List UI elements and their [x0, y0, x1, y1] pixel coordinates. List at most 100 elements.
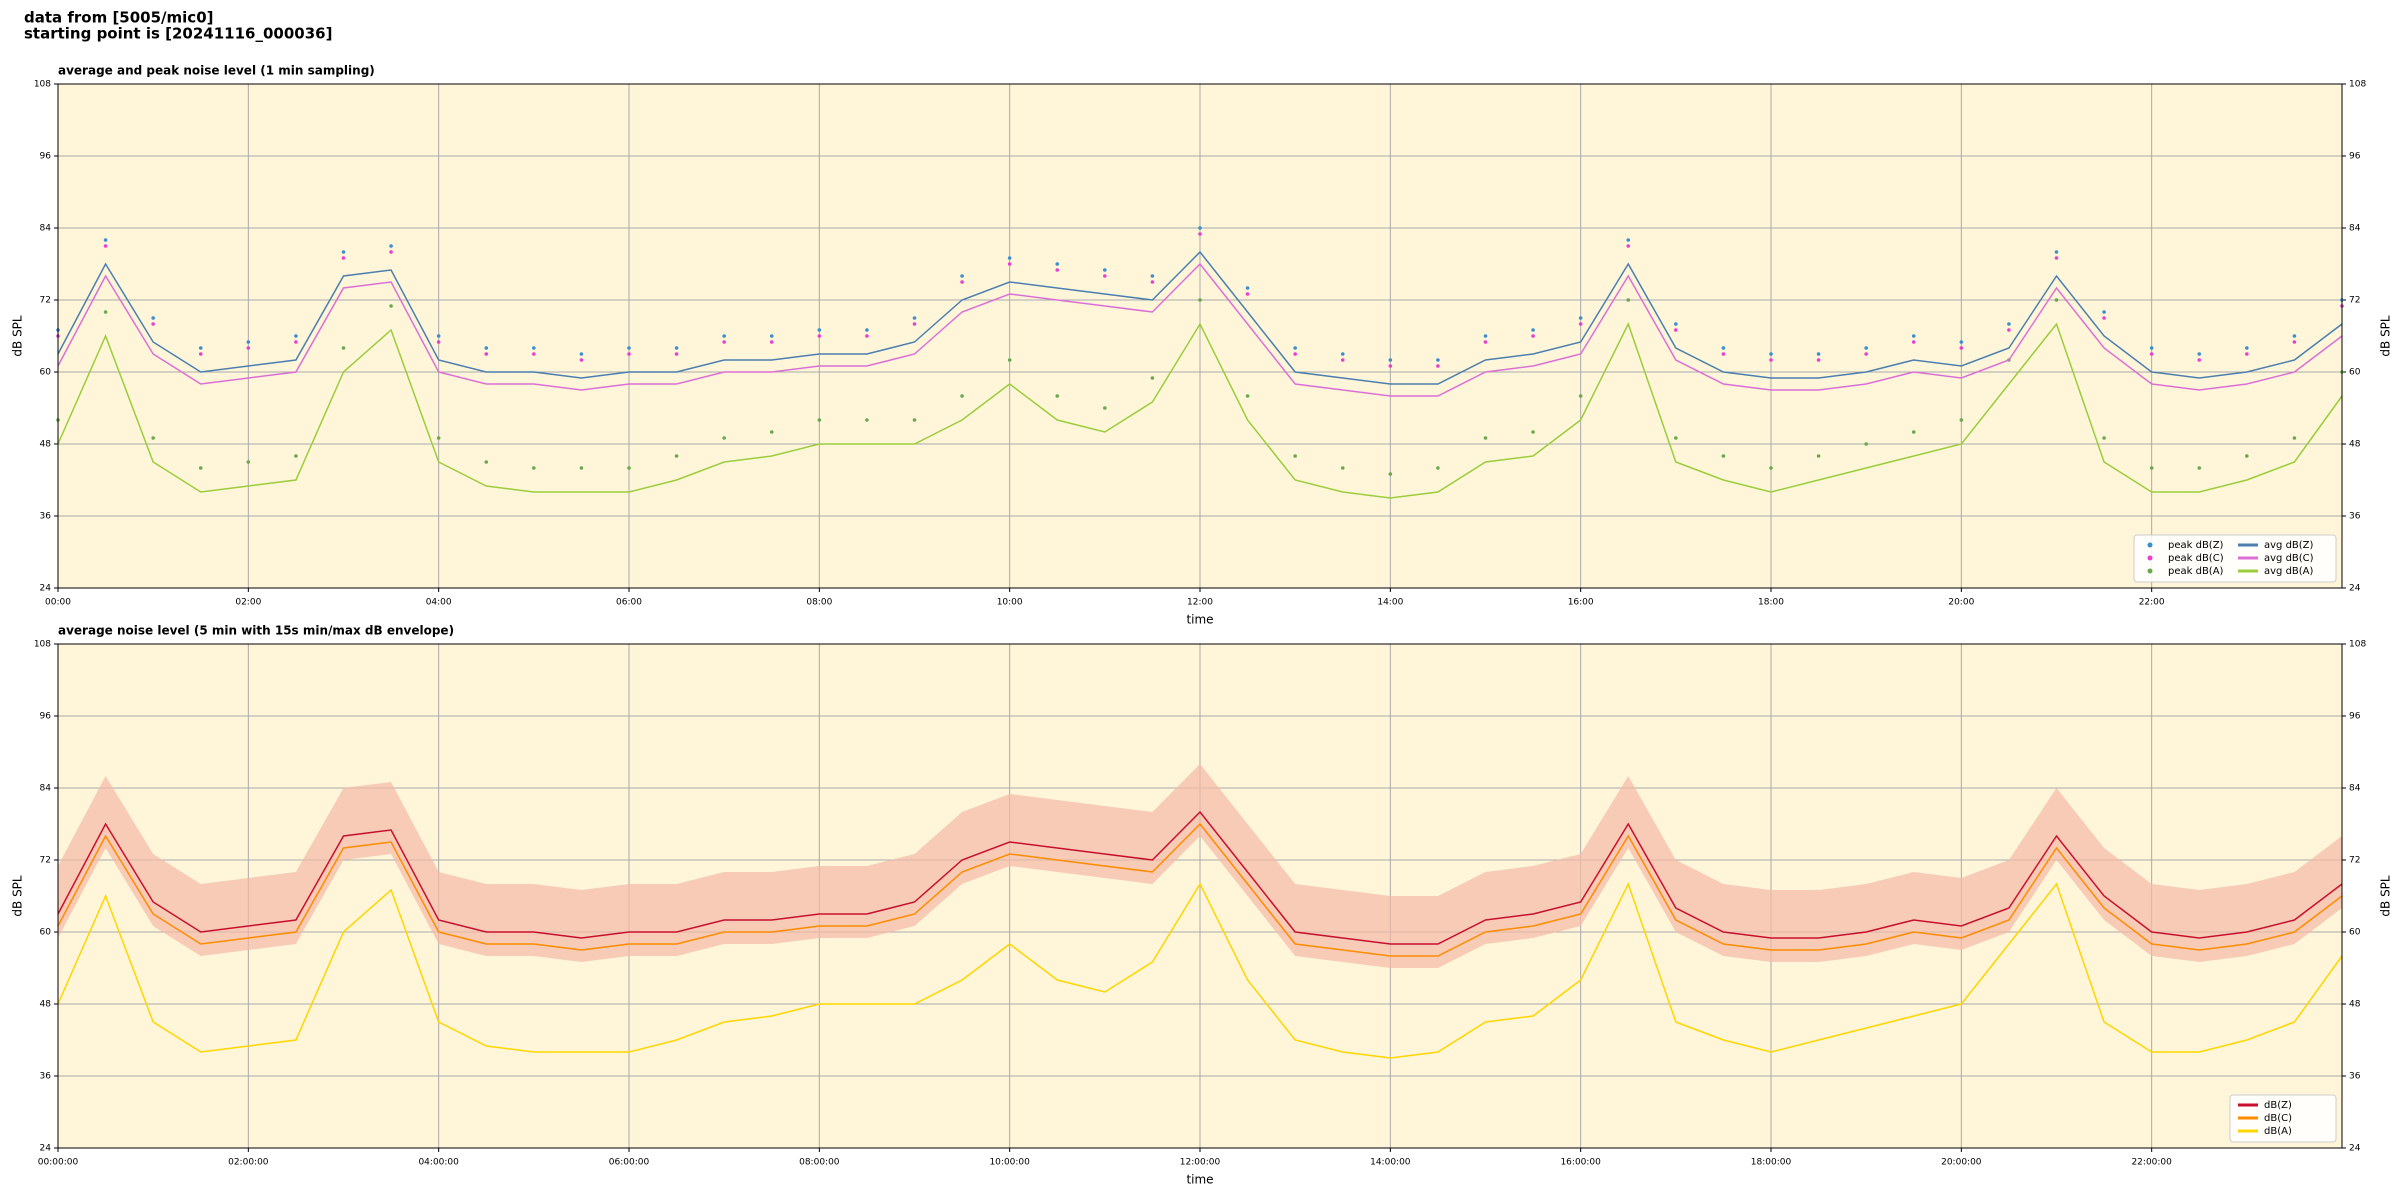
peak-point	[1626, 298, 1631, 302]
peak-point	[2102, 316, 2106, 320]
y-axis-label: dB SPL	[11, 315, 25, 357]
peak-point	[1293, 454, 1297, 458]
peak-point	[1769, 358, 1773, 362]
peak-point	[627, 352, 631, 356]
peak-point	[1103, 274, 1107, 278]
peak-point	[1911, 334, 1916, 338]
y-tick-label: 48	[40, 440, 52, 450]
peak-point	[1245, 292, 1250, 296]
x-tick-label: 02:00	[235, 598, 261, 608]
peak-point	[484, 352, 489, 356]
legend-label: peak dB(Z)	[2168, 540, 2224, 551]
plot-frame	[57, 83, 2343, 589]
series-line	[57, 322, 2343, 499]
peak-point	[2292, 436, 2297, 440]
peak-point	[817, 334, 822, 338]
peak-point	[1483, 334, 1488, 338]
peak-point	[1340, 466, 1345, 470]
y-tick-label: 36	[40, 512, 52, 522]
peak-point	[198, 346, 203, 350]
peak-point	[294, 334, 298, 338]
peak-point	[912, 418, 917, 422]
legend-label: dB(A)	[2264, 1126, 2292, 1137]
legend-marker	[2147, 542, 2153, 548]
peak-point	[1340, 352, 1345, 356]
peak-point	[484, 460, 489, 464]
peak-point	[1198, 232, 1202, 236]
peak-point	[103, 310, 108, 314]
x-tick-label: 12:00:00	[1180, 1158, 1221, 1168]
peak-point	[1293, 352, 1297, 356]
peak-point	[1721, 352, 1726, 356]
x-tick-label: 22:00	[2139, 598, 2165, 608]
peak-point	[198, 352, 203, 356]
peak-point	[2292, 340, 2297, 344]
peak-point	[294, 454, 298, 458]
peak-point	[1007, 256, 1012, 260]
peak-point	[1911, 340, 1916, 344]
legend-label: avg dB(A)	[2264, 566, 2314, 577]
x-tick-label: 20:00	[1948, 598, 1974, 608]
peak-point	[1388, 364, 1393, 368]
peak-point	[1436, 358, 1440, 362]
peak-point	[1674, 328, 1678, 332]
peak-point	[151, 436, 155, 440]
peak-point	[769, 334, 774, 338]
y-tick-label: 84	[40, 784, 52, 794]
peak-point	[532, 346, 536, 350]
peak-point	[484, 346, 489, 350]
peak-point	[103, 244, 108, 248]
peak-point	[151, 316, 155, 320]
peak-point	[1531, 328, 1535, 332]
y-tick-label: 108	[34, 640, 51, 650]
peak-point	[1055, 394, 1060, 398]
peak-point	[2054, 250, 2059, 254]
x-tick-label: 04:00	[426, 598, 452, 608]
peak-point	[579, 358, 584, 362]
peak-point	[1959, 340, 1964, 344]
y2-axis-label: dB SPL	[2379, 315, 2393, 357]
peak-point	[2149, 352, 2154, 356]
plot-frame	[57, 643, 2343, 1149]
peak-point	[722, 334, 726, 338]
peak-point	[151, 322, 155, 326]
peak-point	[722, 340, 726, 344]
peak-point	[103, 238, 108, 242]
peak-point	[1483, 436, 1488, 440]
peak-point	[1721, 454, 1726, 458]
y2-axis-label: dB SPL	[2379, 875, 2393, 917]
peak-point	[1150, 280, 1155, 284]
peak-point	[2007, 322, 2011, 326]
peak-point	[389, 250, 393, 254]
peak-point	[1483, 340, 1488, 344]
peak-point	[1245, 286, 1250, 290]
peak-point	[1007, 358, 1012, 362]
peak-point	[1769, 352, 1773, 356]
peak-point	[436, 340, 441, 344]
peak-point	[1578, 316, 1583, 320]
y-tick-label: 24	[40, 1144, 52, 1154]
x-axis-label: time	[1186, 1173, 1213, 1187]
x-tick-label: 22:00:00	[2131, 1158, 2172, 1168]
peak-point	[1578, 322, 1583, 326]
peak-point	[1340, 358, 1345, 362]
peak-point	[1293, 346, 1297, 350]
y2-tick-label: 96	[2349, 712, 2361, 722]
y-tick-label: 96	[40, 712, 52, 722]
peak-point	[817, 328, 822, 332]
peak-point	[2245, 454, 2249, 458]
peak-point	[294, 340, 298, 344]
peak-point	[769, 430, 774, 434]
peak-point	[341, 250, 346, 254]
legend-label: avg dB(Z)	[2264, 540, 2314, 551]
peak-point	[246, 460, 251, 464]
peak-point	[1103, 268, 1107, 272]
x-tick-label: 08:00:00	[799, 1158, 840, 1168]
peak-point	[769, 340, 774, 344]
x-tick-label: 10:00	[997, 598, 1023, 608]
peak-point	[579, 466, 584, 470]
peak-point	[1436, 364, 1440, 368]
peak-point	[1959, 418, 1964, 422]
x-tick-label: 18:00:00	[1751, 1158, 1792, 1168]
peak-point	[579, 352, 584, 356]
